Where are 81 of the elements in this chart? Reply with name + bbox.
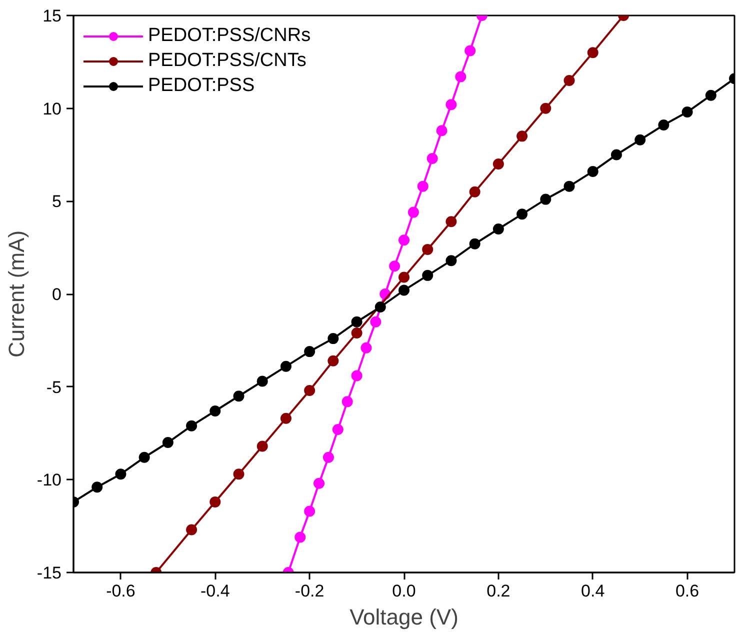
x-axis-title: Voltage (V) [350,604,458,630]
y-tick-label: 15 [42,6,62,26]
point [658,120,670,131]
point [469,238,480,250]
point [426,152,438,164]
point [210,496,221,508]
point [587,47,598,58]
point [446,216,457,228]
point [328,355,339,366]
point [314,478,325,489]
point [682,106,693,118]
point [446,255,457,266]
point [446,99,457,110]
y-tick-label: 0 [52,285,62,304]
point [351,316,362,328]
point [540,102,552,114]
x-tick-label: -0.2 [294,582,324,600]
point [705,90,716,101]
point [304,346,316,358]
x-tick-label: -0.4 [200,582,230,600]
point [294,532,306,543]
point [417,180,428,192]
point [564,180,575,192]
point [210,405,221,416]
point [370,316,382,328]
point [280,412,292,424]
point [564,74,575,86]
point [233,390,244,402]
point [304,385,316,396]
point [280,360,292,372]
point [455,71,466,82]
point [516,208,528,220]
legend-label: PEDOT:PSS [148,75,255,97]
point [436,125,448,136]
point [328,333,339,344]
point [398,284,410,296]
x-tick-label: 0.0 [392,582,416,600]
y-tick-label: -15 [36,564,62,582]
y-tick-label: 5 [52,192,62,212]
x-tick-label: 0.6 [675,582,700,600]
y-tick-label: -5 [46,378,62,397]
point [351,370,362,382]
point [610,149,622,160]
point [233,468,244,480]
point [587,166,598,177]
point [422,244,434,255]
point [360,342,372,354]
x-tick-label: -0.6 [106,582,136,600]
point [342,396,353,408]
point [186,524,198,536]
point [492,224,504,235]
legend-label: PEDOT:PSS/CNRs [148,25,311,47]
y-axis-title: Current (mA) [4,230,29,358]
point [351,328,362,338]
x-tick-label: 0.4 [581,582,605,600]
point [115,468,126,480]
point [332,424,344,436]
point [464,45,476,56]
y-tick-label: -10 [36,470,62,490]
point [138,452,150,463]
point [374,302,386,312]
point [162,437,174,448]
point [492,158,504,170]
point [389,260,400,272]
point [540,194,552,205]
point [92,482,103,493]
point [398,234,410,246]
point [422,270,434,281]
point [256,376,268,387]
point [304,506,316,517]
point [469,186,480,198]
x-tick-label: 0.2 [486,582,510,600]
point [256,440,268,452]
point [634,134,646,146]
y-tick-label: 10 [42,99,62,118]
point [516,130,528,142]
point [322,452,334,463]
legend-label: PEDOT:PSS/CNTs [148,50,306,72]
point [398,272,410,283]
point [408,206,419,218]
point [186,420,198,432]
